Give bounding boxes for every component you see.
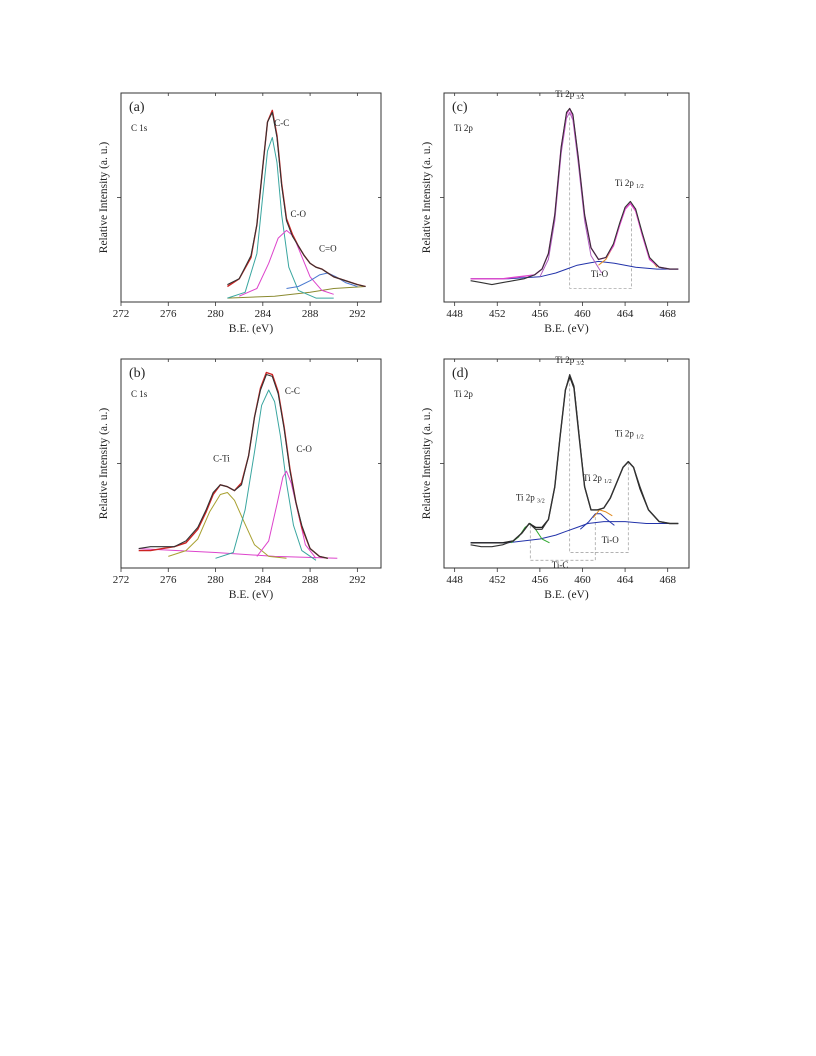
- plot-frame: [443, 358, 690, 569]
- peak-label: C-C: [285, 386, 300, 396]
- series-line-ti-2p-1-2-ti-c: [579, 513, 615, 530]
- x-tick-label: 284: [255, 574, 272, 586]
- peak-label: C-Ti: [213, 454, 230, 464]
- guide-bracket: [569, 378, 629, 553]
- y-axis-label: Relative Intensity (a. u.): [421, 408, 433, 520]
- x-axis-label: B.E. (eV): [229, 589, 274, 601]
- series-line-ti-2p-1-2: [598, 202, 658, 268]
- series-line-c-o: [286, 272, 358, 289]
- series-line-c-o: [239, 229, 334, 297]
- series-line-c-ti: [168, 492, 287, 559]
- peak-label: Ti 2p 1/2: [615, 428, 644, 440]
- series-line-background: [227, 286, 366, 299]
- x-tick-label: 460: [574, 308, 591, 320]
- x-tick-label: 456: [532, 574, 549, 586]
- guide-bracket: [569, 112, 632, 289]
- x-axis-label: B.E. (eV): [229, 323, 274, 335]
- x-tick-label: 448: [446, 308, 463, 320]
- series-line-background: [138, 548, 338, 559]
- x-tick-label: 452: [489, 308, 506, 320]
- x-tick-label: 456: [532, 308, 549, 320]
- peak-label: Ti 2p 1/2: [583, 473, 612, 485]
- series-line-measured: [470, 107, 679, 286]
- plot-frame: [120, 92, 382, 303]
- peak-label: C-C: [274, 118, 289, 128]
- series-line-c-c: [227, 137, 334, 299]
- x-tick-label: 452: [489, 574, 506, 586]
- series-line-c-o: [256, 470, 317, 559]
- x-tick-label: 460: [574, 574, 591, 586]
- x-tick-label: 468: [659, 574, 676, 586]
- peak-label: Ti-C: [552, 560, 569, 570]
- panel-letter: (b): [129, 366, 146, 381]
- x-tick-label: 288: [302, 574, 319, 586]
- peak-label: C-O: [296, 444, 312, 454]
- x-tick-label: 276: [160, 308, 177, 320]
- series-line-measured: [227, 111, 366, 288]
- guide-bracket: [529, 513, 596, 561]
- series-line-measured: [470, 373, 679, 548]
- x-tick-label: 464: [617, 574, 634, 586]
- panel-letter: (c): [452, 100, 468, 115]
- peak-label: C=O: [319, 244, 337, 254]
- series-line-c-c: [215, 389, 317, 561]
- chart-panel-a: 272 276 280 284 288 292 B.E. (eV) Relative Inte…: [98, 92, 382, 335]
- series-line-envelope: [470, 375, 679, 544]
- x-tick-label: 280: [207, 308, 224, 320]
- y-axis-label: Relative Intensity (a. u.): [98, 408, 110, 520]
- x-tick-label: 468: [659, 308, 676, 320]
- peak-label: C-O: [291, 209, 307, 219]
- x-tick-label: 284: [255, 308, 272, 320]
- element-label: Ti 2p: [454, 123, 473, 133]
- element-label: Ti 2p: [454, 389, 473, 399]
- x-tick-label: 280: [207, 574, 224, 586]
- x-tick-label: 448: [446, 574, 463, 586]
- x-tick-label: 464: [617, 308, 634, 320]
- x-tick-label: 276: [160, 574, 177, 586]
- y-axis-label: Relative Intensity (a. u.): [98, 142, 110, 254]
- peak-label: Ti 2p 1/2: [615, 178, 644, 190]
- series-line-ti-2p-3-2: [539, 111, 603, 278]
- chart-panel-c: 448 452 456 460 464 468 B.E. (eV) Relative Inte…: [421, 89, 690, 335]
- peak-label: Ti 2p 3/2: [555, 89, 584, 101]
- plot-frame: [443, 92, 690, 303]
- x-axis-label: B.E. (eV): [544, 323, 589, 335]
- series-line-measured: [138, 373, 328, 559]
- peak-label: Ti 2p 3/2: [516, 492, 545, 504]
- series-line-ti-2p-1-2-ti-o: [592, 509, 613, 519]
- chart-panel-b: 272 276 280 284 288 292 B.E. (eV) Relative Inte…: [98, 358, 382, 601]
- peak-label: Ti 2p 3/2: [555, 355, 584, 367]
- x-tick-label: 272: [113, 574, 130, 586]
- y-axis-label: Relative Intensity (a. u.): [421, 142, 433, 254]
- x-tick-label: 288: [302, 308, 319, 320]
- peak-label: Ti-O: [602, 535, 620, 545]
- x-tick-label: 292: [349, 574, 366, 586]
- x-axis-label: B.E. (eV): [544, 589, 589, 601]
- series-line-background: [470, 521, 679, 544]
- element-label: C 1s: [131, 389, 148, 399]
- series-line-envelope: [138, 371, 328, 559]
- panel-letter: (d): [452, 366, 469, 381]
- x-tick-label: 272: [113, 308, 130, 320]
- series-line-background: [470, 260, 679, 280]
- peak-label: Ti-O: [591, 269, 609, 279]
- x-tick-label: 292: [349, 308, 366, 320]
- chart-panel-d: 448 452 456 460 464 468 B.E. (eV) Relative Inte…: [421, 355, 690, 601]
- panel-letter: (a): [129, 100, 145, 115]
- element-label: C 1s: [131, 123, 148, 133]
